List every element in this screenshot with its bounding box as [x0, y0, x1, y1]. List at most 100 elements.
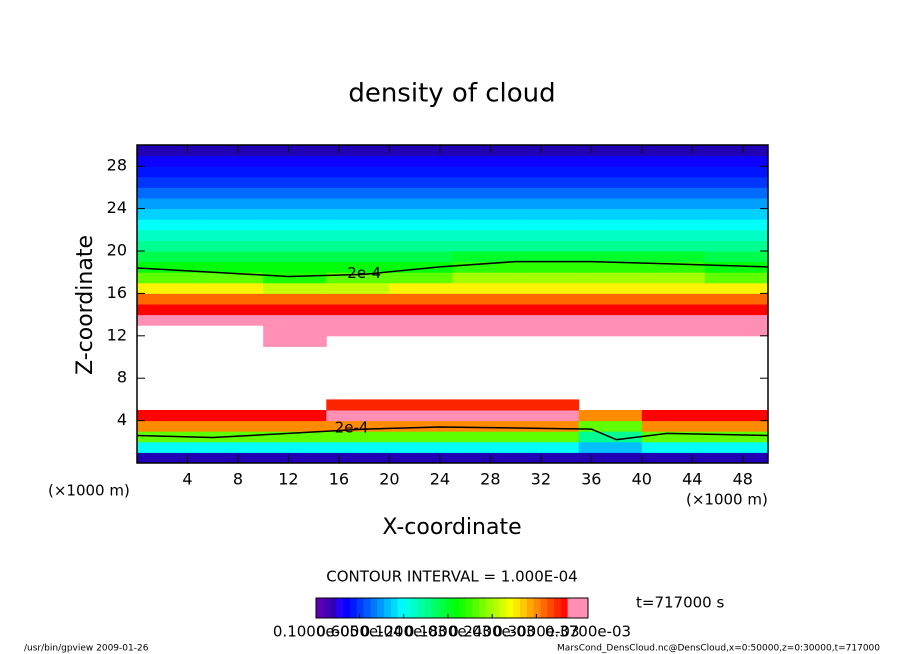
heat-cell — [452, 208, 517, 220]
heat-cell — [515, 251, 580, 263]
heat-cell — [578, 251, 643, 263]
heat-cell — [641, 240, 706, 252]
colorbar-cell — [411, 598, 419, 618]
heat-cell — [578, 176, 643, 188]
colorbar-cell — [581, 598, 589, 618]
heat-cell — [704, 420, 769, 432]
x-tick-label: 36 — [581, 470, 601, 489]
heat-cell — [200, 166, 264, 178]
heat-cell — [389, 251, 453, 263]
colorbar-cell — [390, 598, 398, 618]
colorbar-cell — [465, 598, 473, 618]
heat-cell — [263, 219, 327, 231]
colorbar-cell — [336, 598, 344, 618]
heat-cell — [200, 251, 264, 263]
heat-cell — [641, 410, 706, 422]
heat-cell — [389, 229, 453, 241]
heat-cell — [578, 261, 643, 273]
colorbar-tick-label: 0.1000e-05 — [273, 623, 359, 641]
colorbar-cell — [472, 598, 480, 618]
x-tick-label: 32 — [531, 470, 551, 489]
heat-cell — [200, 410, 264, 422]
heat-cell — [326, 410, 390, 422]
heat-cell — [389, 155, 453, 167]
heat-cell — [326, 282, 390, 294]
heat-cell — [515, 219, 580, 231]
colorbar-cell — [574, 598, 582, 618]
heat-cell — [515, 187, 580, 199]
heat-cell — [137, 240, 201, 252]
heat-cell — [389, 452, 453, 464]
colorbar-frame — [315, 597, 589, 619]
colorbar-cell — [438, 598, 446, 618]
heat-cell — [263, 261, 327, 273]
heat-cell — [704, 452, 769, 464]
heat-cell — [578, 272, 643, 284]
heat-cell — [137, 166, 201, 178]
heat-cell — [641, 208, 706, 220]
x-tick-label: 44 — [682, 470, 702, 489]
heat-cell — [389, 441, 453, 453]
heat-cell — [641, 272, 706, 284]
heat-cell — [263, 240, 327, 252]
heat-cell — [452, 176, 517, 188]
colorbar-cell — [397, 598, 405, 618]
heat-cell — [326, 251, 390, 263]
heat-cell — [578, 304, 643, 316]
heat-cell — [200, 420, 264, 432]
heat-cell — [263, 166, 327, 178]
heat-cell — [389, 176, 453, 188]
heat-cell — [389, 314, 453, 326]
heat-cell — [515, 261, 580, 273]
heat-cell — [578, 441, 643, 453]
x-tick-label: 24 — [430, 470, 450, 489]
colorbar-tick-label: 0.3700e-03 — [545, 623, 631, 641]
heat-cell — [641, 420, 706, 432]
heat-cell — [326, 325, 390, 337]
heat-cell — [326, 293, 390, 305]
heat-cell — [452, 145, 517, 157]
heat-cell — [263, 187, 327, 199]
heat-cell — [578, 410, 643, 422]
heat-cell — [326, 314, 390, 326]
heat-cell — [515, 325, 580, 337]
y-unit-label: (×1000 m) — [48, 482, 130, 500]
heat-cell — [389, 410, 453, 422]
heat-cell — [452, 431, 517, 443]
heat-cell — [263, 325, 327, 337]
heat-cell — [137, 304, 201, 316]
heat-cell — [137, 145, 201, 157]
x-tick-label: 8 — [233, 470, 243, 489]
heat-cell — [200, 240, 264, 252]
colorbar-cell — [445, 598, 453, 618]
heat-cell — [326, 261, 390, 273]
contour-line — [136, 426, 769, 441]
colorbar-cell — [547, 598, 555, 618]
contour-label: 2e-4 — [347, 264, 381, 282]
heat-cell — [389, 272, 453, 284]
heat-cell — [515, 410, 580, 422]
heat-cell — [200, 208, 264, 220]
heat-cell — [704, 441, 769, 453]
heat-cell — [389, 187, 453, 199]
heat-cell — [578, 282, 643, 294]
y-tick-label: 24 — [107, 198, 127, 217]
heat-cell — [578, 208, 643, 220]
heat-cell — [263, 293, 327, 305]
y-tick-label: 20 — [107, 241, 127, 260]
heat-cell — [578, 229, 643, 241]
heat-cell — [137, 208, 201, 220]
heat-cell — [200, 293, 264, 305]
heat-cell — [515, 293, 580, 305]
heat-cell — [326, 187, 390, 199]
heat-cell — [578, 420, 643, 432]
heat-cell — [263, 441, 327, 453]
heat-cell — [137, 155, 201, 167]
heat-cell — [641, 293, 706, 305]
heat-cell — [704, 198, 769, 210]
heat-cell — [704, 145, 769, 157]
heat-cell — [389, 145, 453, 157]
heat-cell — [452, 187, 517, 199]
heat-cell — [515, 314, 580, 326]
heat-cell — [515, 272, 580, 284]
